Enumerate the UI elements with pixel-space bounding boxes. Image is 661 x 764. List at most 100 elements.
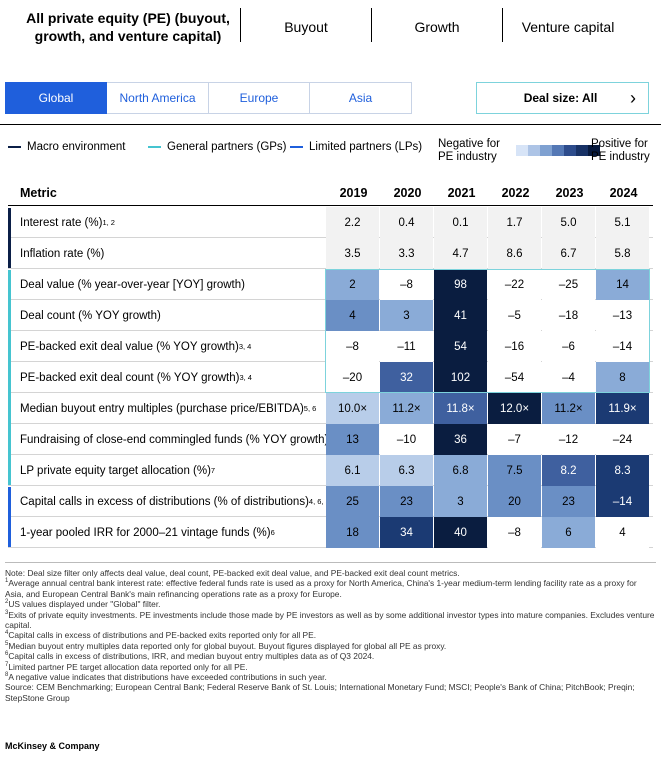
region-global-button[interactable]: Global [5, 82, 107, 114]
value-cell: 7.5 [488, 455, 541, 486]
value-cell: 4.7 [434, 238, 487, 269]
footnote: Source: CEM Benchmarking; European Centr… [5, 682, 656, 703]
value-cell: 5.1 [596, 207, 649, 238]
metric-text: Deal count (% YOY growth) [20, 309, 161, 322]
section-divider [0, 124, 661, 125]
value-cell: 3.3 [380, 238, 433, 269]
value-cell: 40 [434, 517, 487, 548]
table-row: Inflation rate (%) 3.5 3.3 4.7 8.6 6.7 5.8 [8, 238, 653, 269]
value-cell: 102 [434, 362, 487, 393]
region-north-america-button[interactable]: North America [107, 82, 209, 114]
footnote-text: Note: Deal size filter only affects deal… [5, 568, 460, 578]
value-cell: 12.0× [488, 393, 541, 424]
metric-text: Median buyout entry multiples (purchase … [20, 402, 304, 415]
tab-separator [371, 8, 372, 42]
value-cell: –12 [542, 424, 595, 455]
year-column-header: 2019 [339, 186, 368, 200]
footnote-number: 4 [5, 630, 9, 637]
footnote-text: US values displayed under "Global" filte… [8, 599, 161, 610]
footnote-text: Exits of private equity investments. PE … [5, 609, 655, 631]
scale-swatch [516, 145, 528, 156]
scale-swatch [540, 145, 552, 156]
footnote: 5Median buyout entry multiples data repo… [5, 641, 656, 651]
table-row: Capital calls in excess of distributions… [8, 486, 653, 517]
value-cell: 11.2× [542, 393, 595, 424]
metric-label: Deal count (% YOY growth) [20, 300, 161, 331]
legend-line-icon [148, 146, 161, 148]
value-cell: 41 [434, 300, 487, 331]
value-cell: 11.2× [380, 393, 433, 424]
value-cell: –25 [542, 269, 595, 300]
metric-text: PE-backed exit deal value (% YOY growth) [20, 340, 239, 353]
value-cell: –18 [542, 300, 595, 331]
tab-all-private-equity[interactable]: All private equity (PE) (buyout, growth,… [26, 10, 230, 44]
value-cell: 3 [434, 486, 487, 517]
value-cell: 0.1 [434, 207, 487, 238]
tab-growth[interactable]: Growth [414, 19, 460, 35]
legend-label: General partners (GPs) [167, 141, 287, 153]
value-cell: –8 [380, 269, 433, 300]
deal-size-label: Deal size: All [523, 91, 598, 105]
value-cell: 4 [596, 517, 649, 548]
footnote: 6Capital calls in excess of distribution… [5, 651, 656, 661]
metric-label: PE-backed exit deal value (% YOY growth)… [20, 340, 252, 353]
table-row: PE-backed exit deal count (% YOY growth)… [8, 362, 653, 393]
chevron-right-icon: › [630, 87, 636, 108]
region-asia-button[interactable]: Asia [310, 82, 412, 114]
value-cell: 0.4 [380, 207, 433, 238]
value-cell: –4 [542, 362, 595, 393]
tab-separator [502, 8, 503, 42]
scale-swatch [528, 145, 540, 156]
metric-text: Fundraising of close-end commingled fund… [20, 433, 329, 446]
footnote-text: Source: CEM Benchmarking; European Centr… [5, 682, 635, 703]
metric-text: Deal value (% year-over-year [YOY] growt… [20, 278, 245, 291]
footnote: 1Average annual central bank interest ra… [5, 578, 656, 599]
table-header: Metric 2019 2020 2021 2022 2023 2024 [8, 177, 653, 206]
value-cell: –16 [488, 331, 541, 362]
table-row: Deal count (% YOY growth) 4 3 41 –5 –18 –13 [8, 300, 653, 331]
value-cell: 8.6 [488, 238, 541, 269]
region-filter: Global North America Europe Asia [5, 82, 412, 114]
legend-label: Macro environment [27, 141, 126, 153]
table-row: Median buyout entry multiples (purchase … [8, 393, 653, 424]
value-cell: 14 [596, 269, 649, 300]
metric-text: Capital calls in excess of distributions… [20, 495, 309, 508]
value-cell: 23 [542, 486, 595, 517]
deal-size-button[interactable]: Deal size: All › [476, 82, 649, 114]
value-cell: 10.0× [326, 393, 379, 424]
scale-swatch [588, 145, 600, 156]
year-column-header: 2024 [609, 186, 638, 200]
footnote-text: Limited partner PE target allocation dat… [8, 661, 248, 672]
value-cell: 8 [596, 362, 649, 393]
year-column-header: 2021 [447, 186, 476, 200]
scale-swatch [552, 145, 564, 156]
value-cell: 98 [434, 269, 487, 300]
region-europe-button[interactable]: Europe [209, 82, 310, 114]
value-cell: 3.5 [326, 238, 379, 269]
metric-label: Deal value (% year-over-year [YOY] growt… [20, 269, 245, 300]
value-cell: –10 [380, 424, 433, 455]
footnote-number: 2 [5, 599, 9, 606]
table-row: 1-year pooled IRR for 2000–21 vintage fu… [8, 517, 653, 548]
value-cell: 2 [326, 269, 379, 300]
value-cell: 3 [380, 300, 433, 331]
color-scale [516, 145, 600, 156]
value-cell: 5.0 [542, 207, 595, 238]
tab-separator [240, 8, 241, 42]
value-cell: 11.9× [596, 393, 649, 424]
metric-label: Fundraising of close-end commingled fund… [20, 424, 328, 455]
metric-label: 1-year pooled IRR for 2000–21 vintage fu… [20, 526, 275, 539]
footnote-number: 5 [5, 641, 9, 648]
metric-label: Median buyout entry multiples (purchase … [20, 402, 317, 415]
footnote-text: A negative value indicates that distribu… [8, 672, 327, 683]
tab-buyout[interactable]: Buyout [284, 19, 328, 35]
value-cell: –5 [488, 300, 541, 331]
metric-label: LP private equity target allocation (%) 7 [20, 464, 216, 477]
tab-venture-capital[interactable]: Venture capital [521, 19, 615, 35]
table-row: PE-backed exit deal value (% YOY growth)… [8, 331, 653, 362]
footnote-number: 8 [5, 672, 9, 679]
value-cell: 11.8× [434, 393, 487, 424]
value-cell: –24 [596, 424, 649, 455]
metric-text: Interest rate (%) [20, 216, 103, 229]
footnote: 3Exits of private equity investments. PE… [5, 610, 656, 631]
